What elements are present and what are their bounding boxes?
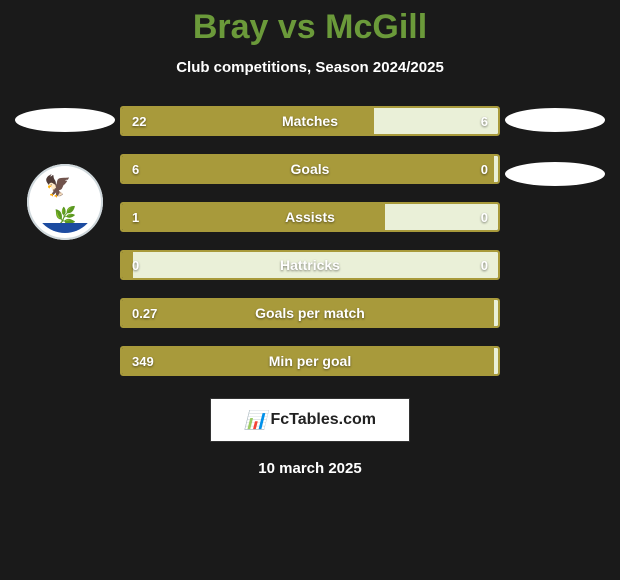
- stat-bar: Matches226: [120, 106, 500, 136]
- bar-segment-left: [122, 300, 494, 326]
- crest-inner: 🦅 🌿: [34, 171, 96, 233]
- stat-bar: Min per goal349: [120, 346, 500, 376]
- bar-segment-right: [494, 348, 498, 374]
- stats-area: 🦅 🌿 Matches226 Goals60 Assists10 Hattricks0…: [0, 106, 620, 376]
- bar-segment-right: [494, 156, 498, 182]
- branding-badge: 📊 FcTables.com: [210, 398, 410, 442]
- bar-segment-left: [122, 204, 385, 230]
- crest-ribbon: [34, 223, 96, 233]
- bar-segment-right: [494, 300, 498, 326]
- right-player-ellipse: [505, 108, 605, 132]
- chart-icon: 📊: [244, 410, 266, 431]
- bar-segment-left: [122, 108, 374, 134]
- bars-column: Matches226 Goals60 Assists10 Hattricks00 Goa…: [120, 106, 500, 376]
- bar-segment-left: [122, 156, 494, 182]
- page-title: Bray vs McGill: [193, 8, 427, 47]
- bar-segment-right: [374, 108, 498, 134]
- bar-segment-left: [122, 252, 133, 278]
- footer-date: 10 march 2025: [258, 460, 361, 477]
- right-team-ellipse: [505, 162, 605, 186]
- left-player-ellipse: [15, 108, 115, 132]
- stat-bar: Hattricks00: [120, 250, 500, 280]
- left-team-crest: 🦅 🌿: [25, 162, 105, 242]
- bar-segment-right: [133, 252, 498, 278]
- eagle-icon: 🦅: [44, 173, 71, 199]
- left-column: 🦅 🌿: [10, 106, 120, 242]
- infographic-container: Bray vs McGill Club competitions, Season…: [0, 0, 620, 477]
- stat-bar: Goals per match0.27: [120, 298, 500, 328]
- right-column: [500, 106, 610, 216]
- crest-circle: 🦅 🌿: [27, 164, 103, 240]
- stat-bar: Assists10: [120, 202, 500, 232]
- subtitle: Club competitions, Season 2024/2025: [176, 59, 444, 76]
- stat-bar: Goals60: [120, 154, 500, 184]
- branding-text: FcTables.com: [270, 411, 376, 429]
- bar-segment-right: [385, 204, 498, 230]
- bar-segment-left: [122, 348, 494, 374]
